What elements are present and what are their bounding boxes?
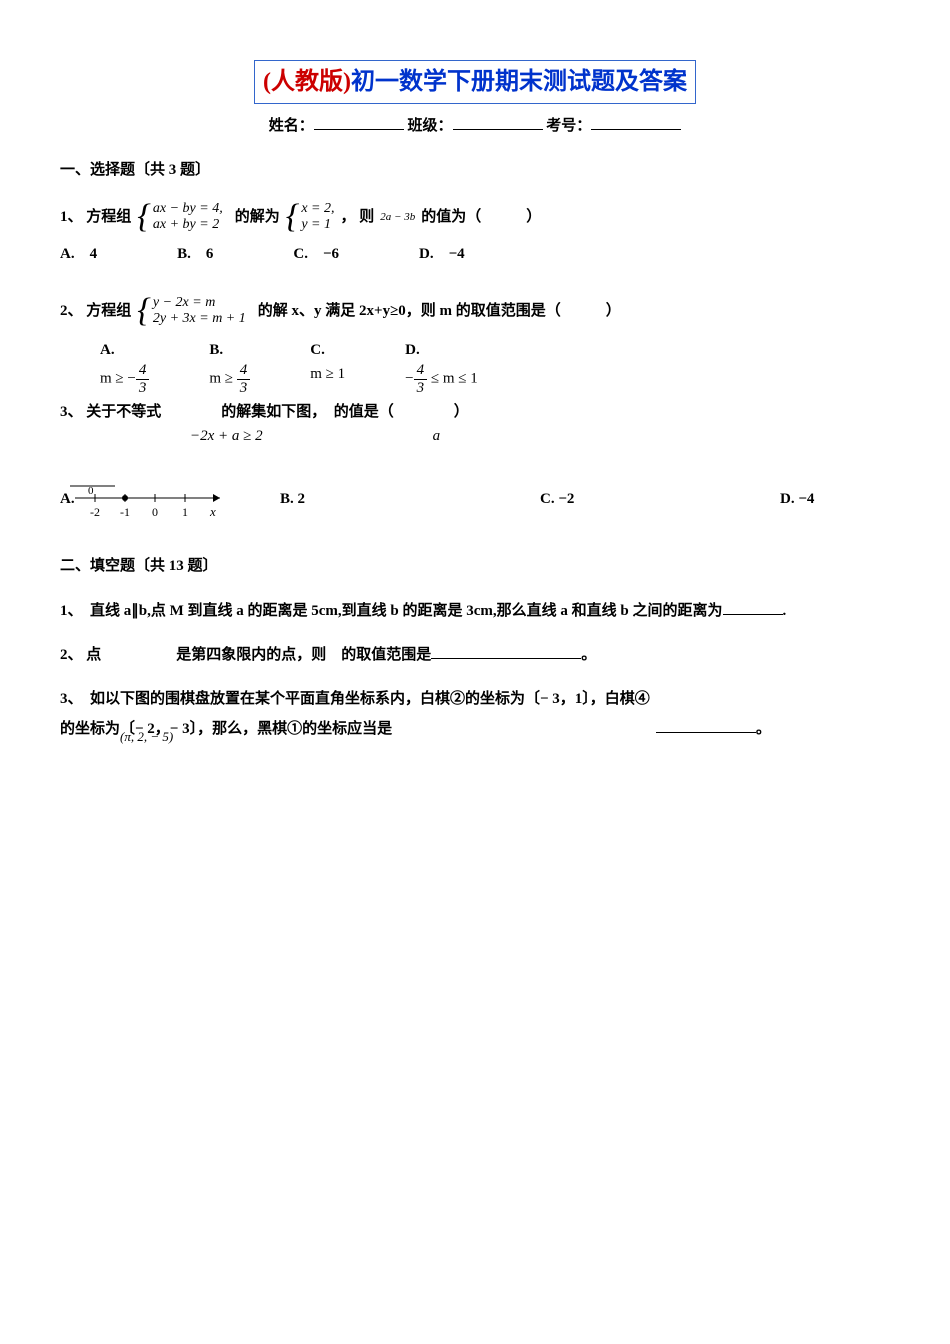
- q1-expr: 2a − 3b: [380, 209, 415, 227]
- q1-mid2: ， 则: [341, 205, 375, 229]
- svg-text:1: 1: [182, 505, 188, 519]
- id-label: 考号：: [546, 118, 591, 134]
- q1-prefix: 1、 方程组: [60, 205, 131, 229]
- q1-sys2-l1: x = 2,: [301, 201, 334, 218]
- q3-ineq: −2x + a ≥ 2: [190, 424, 263, 448]
- q2-opt-b: B. m ≥ 43: [209, 338, 250, 396]
- q1-opt-a: A. 4: [60, 242, 97, 266]
- fill-q3-line2: 的坐标为〔− 2，− 3〕，那么，黑棋①的坐标应当是: [60, 721, 392, 737]
- section1-heading: 一、选择题〔共 3 题〕: [60, 158, 890, 182]
- q1-options: A. 4 B. 6 C. −6 D. −4: [60, 242, 890, 266]
- q1-system2: { x = 2, y = 1: [286, 200, 335, 234]
- title-part2: 初一数学下册期末测试题及答案: [351, 69, 687, 95]
- fill-q1: 1、 直线 a∥b,点 M 到直线 a 的距离是 5cm,到直线 b 的距离是 …: [60, 596, 890, 626]
- q3-numberline-and-options: -2 -1 0 1 x A. 0 B. 2 C. −2 D. −4: [60, 478, 890, 536]
- q3-under-expressions: −2x + a ≥ 2 a: [190, 424, 890, 448]
- title-container: (人教版)初一数学下册期末测试题及答案: [60, 40, 890, 114]
- svg-text:0: 0: [88, 485, 94, 497]
- svg-text:A.: A.: [60, 491, 75, 507]
- svg-text:0: 0: [152, 505, 158, 519]
- fill-q3-blank[interactable]: [656, 717, 756, 733]
- name-label: 姓名：: [269, 118, 314, 134]
- svg-text:C. −2: C. −2: [540, 491, 574, 507]
- q2-opt-c: C. m ≥ 1: [310, 338, 345, 386]
- student-info-row: 姓名： 班级： 考号：: [60, 114, 890, 138]
- svg-text:D. −4: D. −4: [780, 491, 815, 507]
- q2-system: { y − 2x = m 2y + 3x = m + 1: [137, 294, 246, 328]
- title-part1: (人教版): [263, 69, 351, 95]
- q2-sys-l2: 2y + 3x = m + 1: [153, 311, 246, 328]
- fill-q2: 2、 点 是第四象限内的点，则 的取值范围是。: [60, 640, 890, 670]
- q1-opt-c: C. −6: [293, 242, 339, 266]
- fill-q2-blank[interactable]: [431, 643, 581, 659]
- q3-var: a: [433, 424, 441, 448]
- q1-opt-b: B. 6: [177, 242, 213, 266]
- class-label: 班级：: [407, 118, 452, 134]
- q2-prefix: 2、 方程组: [60, 299, 131, 323]
- q1-tail: 的值为（ ）: [421, 205, 541, 229]
- q2-options: A. m ≥ −43 B. m ≥ 43 C. m ≥ 1 D. −43 ≤ m…: [100, 338, 890, 396]
- q3-text: 3、 关于不等式 的解集如下图， 的值是（ ）: [60, 400, 469, 424]
- q1-sys2-l2: y = 1: [301, 217, 334, 234]
- q2-opt-d: D. −43 ≤ m ≤ 1: [405, 338, 478, 396]
- fill-q3: 3、 如以下图的围棋盘放置在某个平面直角坐标系内，白棋②的坐标为〔− 3，1〕，…: [60, 684, 890, 750]
- class-blank[interactable]: [453, 114, 543, 130]
- id-blank[interactable]: [591, 114, 681, 130]
- q2-opt-a: A. m ≥ −43: [100, 338, 149, 396]
- q1-mid1: 的解为: [235, 205, 280, 229]
- q2-sys-l1: y − 2x = m: [153, 295, 246, 312]
- number-line-svg: -2 -1 0 1 x A. 0 B. 2 C. −2 D. −4: [60, 478, 890, 528]
- name-blank[interactable]: [314, 114, 404, 130]
- q1-sys1-l1: ax − by = 4,: [153, 201, 223, 218]
- svg-text:-2: -2: [90, 505, 100, 519]
- svg-text:x: x: [209, 504, 216, 519]
- svg-text:-1: -1: [120, 505, 130, 519]
- q1-sys1-l2: ax + by = 2: [153, 217, 223, 234]
- q2: 2、 方程组 { y − 2x = m 2y + 3x = m + 1 的解 x…: [60, 294, 890, 328]
- q1-opt-d: D. −4: [419, 242, 465, 266]
- svg-text:B. 2: B. 2: [280, 491, 305, 507]
- fill-q1-blank[interactable]: [723, 599, 783, 615]
- q2-mid: 的解 x、y 满足 2x+y≥0，则 m 的取值范围是（ ）: [258, 299, 621, 323]
- section2-heading: 二、填空题〔共 13 题〕: [60, 554, 890, 578]
- fill-q3-line1: 3、 如以下图的围棋盘放置在某个平面直角坐标系内，白棋②的坐标为〔− 3，1〕，…: [60, 691, 650, 707]
- q1: 1、 方程组 { ax − by = 4, ax + by = 2 的解为 { …: [60, 200, 890, 234]
- title-box: (人教版)初一数学下册期末测试题及答案: [254, 60, 696, 104]
- q1-system1: { ax − by = 4, ax + by = 2: [137, 200, 222, 234]
- q3: 3、 关于不等式 的解集如下图， 的值是（ ）: [60, 400, 890, 424]
